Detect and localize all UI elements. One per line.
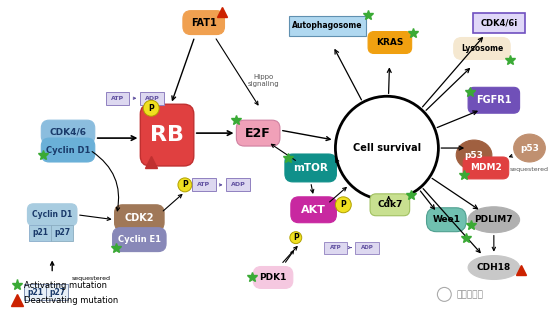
Text: p27: p27	[49, 288, 65, 297]
Bar	[324, 242, 347, 253]
FancyBboxPatch shape	[454, 38, 510, 59]
Text: p53: p53	[520, 143, 539, 153]
Text: E2F: E2F	[245, 127, 271, 140]
Text: sequestered: sequestered	[72, 276, 111, 281]
Text: Cdk7: Cdk7	[377, 200, 403, 209]
Text: p21: p21	[32, 228, 48, 237]
Text: FAT1: FAT1	[191, 18, 217, 27]
Bar	[473, 13, 525, 33]
Bar	[227, 179, 250, 191]
Text: Lysosome: Lysosome	[461, 44, 503, 53]
Text: CDK2: CDK2	[125, 213, 154, 223]
Bar	[29, 225, 51, 241]
Text: RB: RB	[150, 125, 184, 145]
Circle shape	[290, 232, 302, 244]
FancyBboxPatch shape	[291, 197, 336, 223]
Bar	[106, 92, 130, 105]
FancyBboxPatch shape	[253, 266, 293, 289]
Circle shape	[178, 178, 192, 192]
Text: Deactivating mutation: Deactivating mutation	[24, 296, 119, 305]
Circle shape	[143, 100, 159, 116]
Text: Autophagosome: Autophagosome	[292, 21, 363, 30]
FancyBboxPatch shape	[28, 204, 77, 226]
Text: ATP: ATP	[330, 245, 341, 250]
Text: ATP: ATP	[197, 182, 211, 187]
Text: P: P	[341, 200, 346, 209]
Text: Wee1: Wee1	[432, 215, 460, 224]
Ellipse shape	[456, 140, 492, 170]
Ellipse shape	[468, 207, 520, 233]
Text: P: P	[182, 180, 188, 189]
FancyBboxPatch shape	[42, 120, 95, 144]
Text: Cyclin E1: Cyclin E1	[118, 235, 161, 244]
Text: P: P	[148, 104, 154, 113]
Text: Hippo
signaling: Hippo signaling	[247, 74, 279, 87]
Text: p27: p27	[54, 228, 70, 237]
Text: p21: p21	[27, 288, 43, 297]
Text: p53: p53	[465, 150, 484, 160]
Text: CDK4/6: CDK4/6	[49, 128, 86, 137]
Bar	[24, 284, 46, 301]
Text: ADP: ADP	[231, 182, 246, 187]
Circle shape	[335, 197, 351, 213]
Text: ADP: ADP	[361, 245, 373, 250]
Bar	[46, 284, 68, 301]
FancyBboxPatch shape	[140, 104, 194, 166]
FancyBboxPatch shape	[237, 120, 280, 146]
FancyBboxPatch shape	[468, 87, 520, 113]
Text: Cyclin D1: Cyclin D1	[46, 146, 90, 155]
FancyBboxPatch shape	[368, 32, 412, 53]
FancyBboxPatch shape	[463, 157, 509, 179]
Ellipse shape	[468, 256, 520, 279]
Text: mTOR: mTOR	[293, 163, 328, 173]
Text: CDK4/6i: CDK4/6i	[480, 18, 517, 27]
Bar	[192, 179, 216, 191]
Bar	[51, 225, 73, 241]
Text: 同源康医药: 同源康医药	[456, 290, 483, 299]
Circle shape	[335, 96, 438, 200]
Text: CDH18: CDH18	[477, 263, 511, 272]
FancyBboxPatch shape	[285, 154, 336, 182]
Text: Cell survival: Cell survival	[353, 143, 421, 153]
FancyBboxPatch shape	[370, 194, 409, 216]
Text: FGFR1: FGFR1	[476, 95, 511, 105]
Text: MDM2: MDM2	[470, 163, 502, 173]
Text: Activating mutation: Activating mutation	[24, 281, 107, 290]
Text: KRAS: KRAS	[376, 38, 403, 47]
Bar	[355, 242, 379, 253]
FancyBboxPatch shape	[112, 228, 166, 252]
Text: AKT: AKT	[301, 205, 326, 215]
FancyBboxPatch shape	[42, 138, 95, 162]
FancyBboxPatch shape	[115, 205, 164, 231]
FancyBboxPatch shape	[427, 208, 466, 232]
Ellipse shape	[514, 134, 545, 162]
Bar	[140, 92, 164, 105]
Text: ADP: ADP	[145, 96, 160, 101]
Text: ATP: ATP	[111, 96, 124, 101]
Text: PDLIM7: PDLIM7	[475, 215, 513, 224]
FancyBboxPatch shape	[183, 11, 224, 34]
Text: Cyclin D1: Cyclin D1	[32, 210, 73, 219]
Text: PDK1: PDK1	[259, 273, 287, 282]
Text: P: P	[293, 233, 299, 242]
Bar	[289, 15, 366, 35]
Text: sequestered: sequestered	[510, 167, 549, 173]
